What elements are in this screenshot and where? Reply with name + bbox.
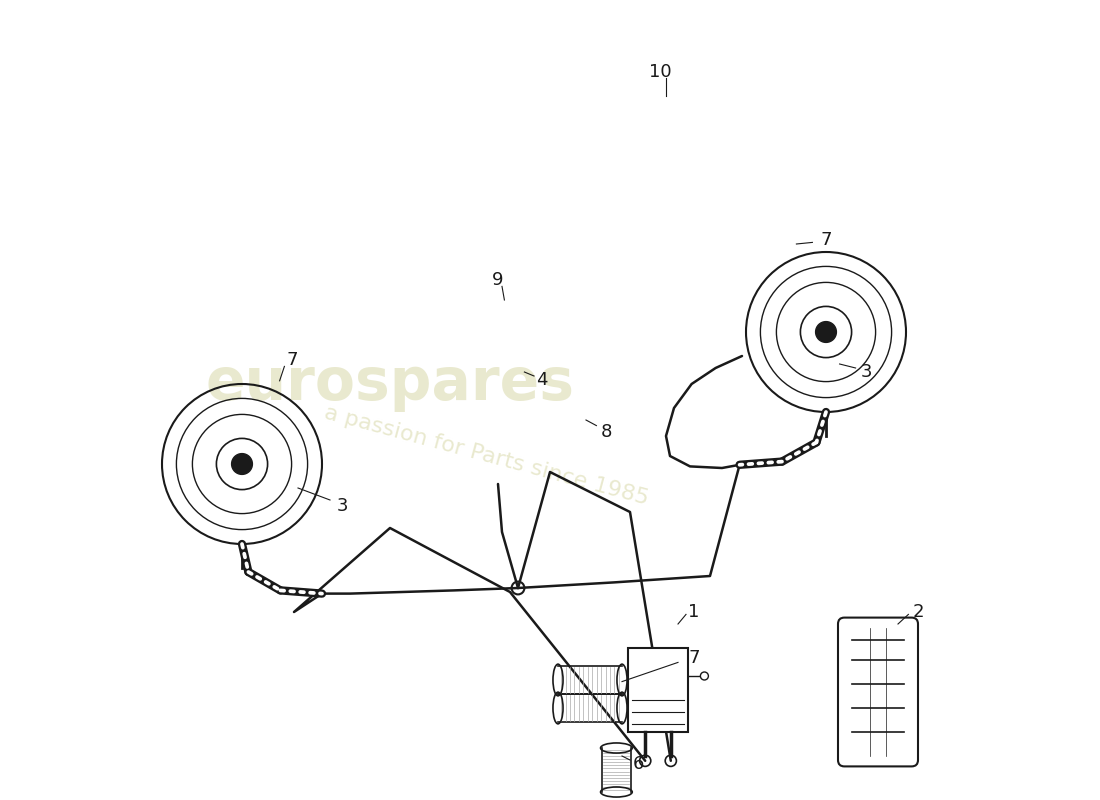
Text: 9: 9 — [493, 271, 504, 289]
Circle shape — [701, 672, 708, 680]
Text: 7: 7 — [821, 231, 832, 249]
Text: a passion for Parts since 1985: a passion for Parts since 1985 — [321, 403, 650, 509]
Text: 3: 3 — [337, 497, 348, 514]
Text: 7: 7 — [689, 649, 700, 666]
Circle shape — [815, 322, 836, 342]
Text: 2: 2 — [912, 603, 924, 621]
Text: 8: 8 — [601, 423, 612, 441]
Text: 3: 3 — [860, 363, 871, 381]
Circle shape — [232, 454, 252, 474]
FancyBboxPatch shape — [628, 648, 689, 732]
Text: 7: 7 — [287, 351, 298, 369]
Text: 6: 6 — [632, 755, 644, 773]
Text: 4: 4 — [537, 371, 548, 389]
FancyBboxPatch shape — [838, 618, 918, 766]
Text: 10: 10 — [649, 63, 672, 81]
Text: 1: 1 — [689, 603, 700, 621]
Text: eurospares: eurospares — [206, 355, 574, 413]
